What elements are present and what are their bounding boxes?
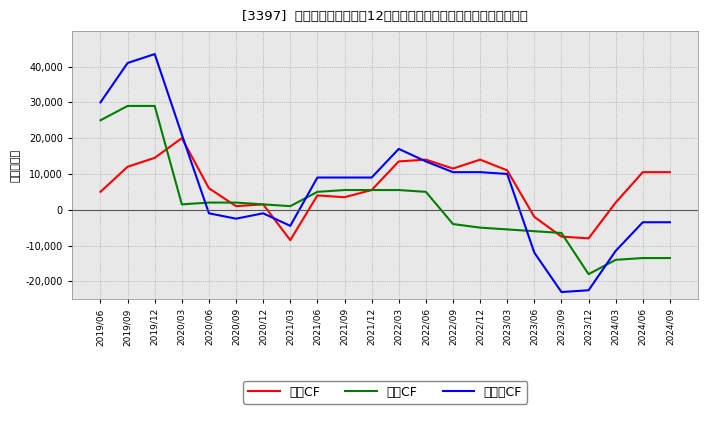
Line: フリーCF: フリーCF [101, 54, 670, 292]
フリーCF [476, 169, 485, 175]
投資CF [286, 204, 294, 209]
フリーCF [150, 51, 159, 57]
フリーCF [96, 100, 105, 105]
フリーCF [611, 248, 620, 253]
フリーCF [367, 175, 376, 180]
フリーCF [178, 132, 186, 137]
投資CF [232, 200, 240, 205]
フリーCF [286, 223, 294, 228]
営業CF [204, 186, 213, 191]
投資CF [367, 187, 376, 193]
投資CF [204, 200, 213, 205]
営業CF [611, 200, 620, 205]
営業CF [150, 155, 159, 161]
フリーCF [395, 146, 403, 151]
営業CF [503, 168, 511, 173]
投資CF [476, 225, 485, 230]
営業CF [341, 194, 349, 200]
営業CF [476, 157, 485, 162]
投資CF [123, 103, 132, 109]
営業CF [313, 193, 322, 198]
Legend: 営業CF, 投資CF, フリーCF: 営業CF, 投資CF, フリーCF [243, 381, 527, 403]
営業CF [421, 157, 430, 162]
投資CF [503, 227, 511, 232]
営業CF [178, 136, 186, 141]
営業CF [367, 187, 376, 193]
投資CF [96, 117, 105, 123]
投資CF [150, 103, 159, 109]
フリーCF [313, 175, 322, 180]
営業CF [449, 166, 457, 171]
営業CF [286, 238, 294, 243]
フリーCF [204, 211, 213, 216]
フリーCF [639, 220, 647, 225]
営業CF [232, 204, 240, 209]
フリーCF [503, 171, 511, 176]
フリーCF [123, 60, 132, 66]
投資CF [341, 187, 349, 193]
営業CF [557, 234, 566, 239]
投資CF [639, 255, 647, 260]
投資CF [421, 189, 430, 194]
フリーCF [665, 220, 674, 225]
フリーCF [421, 159, 430, 164]
営業CF [123, 164, 132, 169]
投資CF [259, 202, 268, 207]
営業CF [96, 189, 105, 194]
営業CF [395, 159, 403, 164]
Line: 営業CF: 営業CF [101, 138, 670, 240]
投資CF [395, 187, 403, 193]
フリーCF [232, 216, 240, 221]
フリーCF [584, 288, 593, 293]
投資CF [557, 231, 566, 236]
投資CF [611, 257, 620, 263]
投資CF [449, 221, 457, 227]
営業CF [530, 214, 539, 220]
投資CF [665, 255, 674, 260]
営業CF [665, 169, 674, 175]
Y-axis label: （百万円）: （百万円） [10, 148, 20, 182]
営業CF [259, 202, 268, 207]
営業CF [639, 169, 647, 175]
投資CF [313, 189, 322, 194]
Title: [3397]  キャッシュフローの12か月移動合計の対前年同期増減額の推移: [3397] キャッシュフローの12か月移動合計の対前年同期増減額の推移 [242, 10, 528, 23]
営業CF [584, 236, 593, 241]
フリーCF [341, 175, 349, 180]
投資CF [530, 228, 539, 234]
フリーCF [259, 211, 268, 216]
Line: 投資CF: 投資CF [101, 106, 670, 274]
フリーCF [449, 169, 457, 175]
フリーCF [557, 290, 566, 295]
投資CF [178, 202, 186, 207]
フリーCF [530, 250, 539, 255]
投資CF [584, 271, 593, 277]
